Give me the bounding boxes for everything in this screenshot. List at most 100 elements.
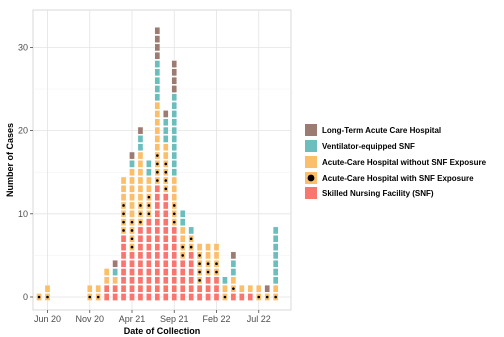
waffle-cell (154, 235, 161, 243)
waffle-cell (171, 276, 177, 285)
bars (36, 27, 279, 301)
waffle-cell (44, 284, 51, 293)
legend-key (305, 140, 317, 152)
legend-label: Acute-Care Hospital without SNF Exposure (322, 158, 487, 167)
waffle-cell (129, 193, 135, 201)
snf-exposure-dot (156, 179, 159, 182)
waffle-cell (137, 176, 144, 185)
waffle-cell (103, 284, 110, 293)
snf-exposure-dot (156, 162, 159, 166)
waffle-cell (146, 235, 152, 243)
waffle-cell (137, 284, 144, 293)
x-tick-label: Apr 21 (119, 314, 146, 324)
waffle-cell (154, 85, 161, 93)
waffle-cell (163, 193, 169, 201)
waffle-cell (154, 210, 161, 218)
waffle-cell (171, 68, 177, 77)
waffle-cell (171, 76, 177, 85)
waffle-cell (154, 35, 161, 43)
snf-exposure-dot (46, 295, 49, 299)
waffle-cell (171, 284, 177, 293)
waffle-cell (230, 276, 237, 285)
snf-exposure-dot (147, 195, 151, 199)
waffle-cell (154, 43, 161, 52)
y-tick-label: 10 (18, 209, 28, 219)
legend-key (305, 156, 317, 168)
waffle-cell (256, 284, 262, 293)
waffle-cell (163, 118, 169, 127)
waffle-cell (120, 243, 127, 251)
waffle-cell (247, 284, 254, 293)
waffle-cell (171, 85, 177, 93)
snf-exposure-dot (130, 229, 134, 232)
waffle-cell (146, 251, 152, 260)
waffle-cell (171, 193, 177, 201)
waffle-cell (154, 60, 161, 68)
y-axis: 0 10 20 30 (18, 42, 33, 302)
waffle-cell (154, 268, 161, 276)
snf-exposure-dot (139, 212, 142, 216)
snf-exposure-dot (122, 212, 125, 216)
waffle-cell (146, 259, 152, 268)
waffle-cell (179, 235, 186, 243)
waffle-cell (154, 243, 161, 251)
waffle-cell (163, 126, 169, 135)
waffle-cell (154, 185, 161, 193)
snf-exposure-dot (156, 154, 159, 157)
waffle-cell (137, 226, 144, 235)
waffle-cell (188, 259, 194, 268)
legend-label: Acute-Care Hospital with SNF Exposure (322, 174, 474, 183)
waffle-cell (95, 284, 101, 293)
waffle-cell (146, 160, 152, 168)
waffle-cell (154, 93, 161, 102)
waffle-cell (171, 135, 177, 143)
snf-exposure-dot (130, 245, 134, 249)
waffle-cell (137, 259, 144, 268)
legend-label: Skilled Nursing Facility (SNF) (322, 189, 434, 198)
waffle-cell (163, 251, 169, 260)
y-axis-title: Number of Cases (5, 123, 15, 197)
waffle-cell (154, 218, 161, 226)
waffle-cell (163, 226, 169, 235)
waffle-cell (146, 176, 152, 185)
waffle-cell (205, 243, 211, 251)
waffle-cell (120, 284, 127, 293)
waffle-cell (171, 151, 177, 160)
x-tick-label: Sep 21 (160, 314, 189, 324)
snf-exposure-dot (37, 295, 41, 299)
waffle-cell (179, 276, 186, 285)
legend-dot (307, 174, 315, 182)
waffle-cell (272, 243, 279, 251)
waffle-cell (171, 118, 177, 127)
waffle-cell (137, 185, 144, 193)
waffle-cell (137, 151, 144, 160)
x-axis-title: Date of Collection (124, 326, 201, 336)
waffle-cell (188, 226, 194, 235)
snf-exposure-dot (215, 270, 218, 274)
waffle-cell (205, 284, 211, 293)
waffle-cell (129, 160, 135, 168)
snf-exposure-dot (265, 295, 269, 299)
waffle-cell (154, 251, 161, 260)
snf-exposure-dot (215, 262, 218, 266)
waffle-cell (146, 284, 152, 293)
x-tick-label: Nov 20 (75, 314, 104, 324)
waffle-cell (179, 210, 186, 218)
waffle-cell (188, 284, 194, 293)
waffle-cell (222, 276, 228, 285)
snf-exposure-dot (122, 204, 125, 207)
snf-exposure-dot (181, 245, 184, 249)
waffle-cell (272, 276, 279, 285)
snf-exposure-dot (147, 212, 151, 216)
waffle-cell (171, 168, 177, 176)
waffle-cell (163, 268, 169, 276)
waffle-cell (272, 235, 279, 243)
snf-exposure-dot (139, 204, 142, 207)
waffle-cell (154, 51, 161, 60)
waffle-cell (146, 226, 152, 235)
waffle-cell (163, 218, 169, 226)
legend-label: Long-Term Acute Care Hospital (322, 126, 441, 135)
waffle-cell (154, 201, 161, 210)
snf-exposure-dot (139, 220, 142, 224)
waffle-cell (120, 293, 127, 301)
